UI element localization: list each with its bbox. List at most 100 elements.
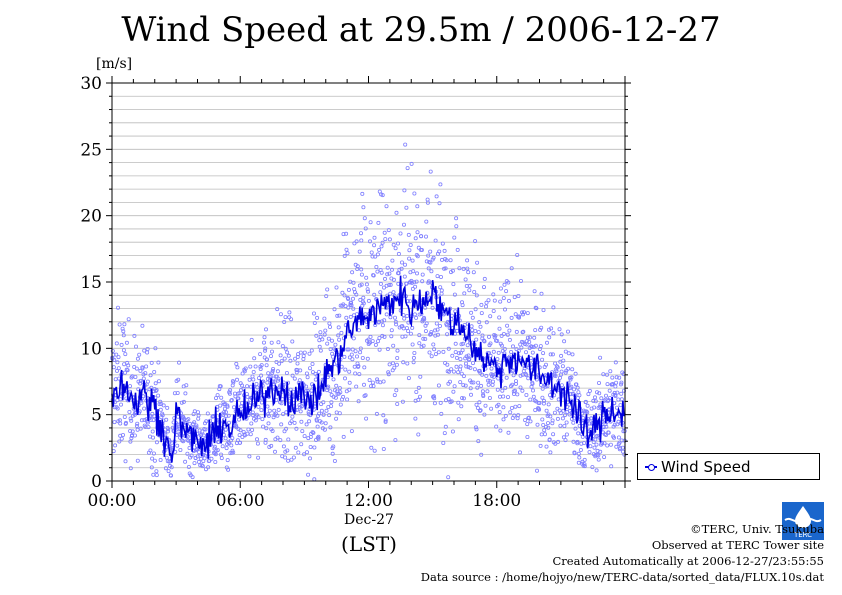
data-point [539, 291, 544, 296]
data-point [592, 405, 597, 410]
data-point [506, 280, 511, 285]
data-point [531, 388, 536, 393]
data-point [412, 191, 417, 196]
data-point [395, 355, 400, 360]
data-point [479, 452, 484, 457]
data-point [497, 410, 502, 415]
data-point [281, 412, 286, 417]
data-point [473, 328, 478, 333]
data-point [329, 338, 334, 343]
data-point [488, 314, 493, 319]
data-point [429, 269, 434, 274]
data-point [335, 313, 340, 318]
data-point [235, 365, 240, 370]
data-point [395, 401, 400, 406]
data-point [436, 383, 441, 388]
data-point [496, 350, 501, 355]
data-point [564, 432, 569, 437]
data-point [515, 252, 520, 257]
data-point [423, 329, 428, 334]
data-point [492, 298, 497, 303]
data-point [270, 428, 275, 433]
data-point [275, 435, 280, 440]
data-point [278, 438, 283, 443]
data-point [114, 341, 119, 346]
data-point [298, 409, 303, 414]
data-point [334, 416, 339, 421]
data-point [152, 458, 157, 463]
data-point [254, 381, 259, 386]
data-point [450, 429, 455, 434]
data-point [556, 439, 561, 444]
data-point [360, 355, 365, 360]
data-point [385, 265, 390, 270]
data-point [563, 349, 568, 354]
data-point [371, 273, 376, 278]
data-point [390, 258, 395, 263]
data-point [474, 293, 479, 298]
data-point [522, 310, 527, 315]
data-point [231, 405, 236, 410]
data-point [521, 329, 526, 334]
data-point [501, 394, 506, 399]
data-point [192, 420, 197, 425]
data-point [413, 284, 418, 289]
data-point [613, 360, 618, 365]
data-point [495, 387, 500, 392]
data-point [510, 382, 515, 387]
data-point [206, 465, 211, 470]
data-point [315, 424, 320, 429]
data-point [504, 289, 509, 294]
data-point [582, 464, 587, 469]
data-point [544, 444, 549, 449]
data-point [498, 299, 503, 304]
data-point [594, 442, 599, 447]
data-point [146, 425, 151, 430]
data-point [476, 380, 481, 385]
data-point [459, 404, 464, 409]
data-point [455, 328, 460, 333]
data-point [359, 238, 364, 243]
data-point [139, 400, 144, 405]
data-point [493, 333, 498, 338]
data-point [461, 266, 466, 271]
data-point [445, 332, 450, 337]
data-point [426, 279, 431, 284]
data-point [552, 410, 557, 415]
data-point [553, 373, 558, 378]
data-point [269, 443, 274, 448]
data-point [464, 364, 469, 369]
data-point [166, 469, 171, 474]
data-point [467, 283, 472, 288]
data-point [582, 457, 587, 462]
data-point [551, 305, 556, 310]
data-point [219, 456, 224, 461]
data-point [279, 422, 284, 427]
data-point [179, 400, 184, 405]
data-point [619, 382, 624, 387]
data-point [343, 367, 348, 372]
data-point [291, 455, 296, 460]
data-point [601, 372, 606, 377]
data-point [259, 408, 264, 413]
data-point [336, 333, 341, 338]
data-point [614, 375, 619, 380]
data-point [284, 370, 289, 375]
data-point [183, 459, 188, 464]
legend-entry-wind-speed: Wind Speed [661, 457, 751, 476]
data-point [138, 381, 143, 386]
data-point [282, 319, 287, 324]
data-point [559, 383, 564, 388]
data-point [402, 274, 407, 279]
data-point [357, 372, 362, 377]
terc-logo: TERC [782, 502, 824, 540]
data-point [560, 416, 565, 421]
data-point [484, 320, 489, 325]
data-point [385, 272, 390, 277]
data-point [458, 380, 463, 385]
data-point [462, 322, 467, 327]
data-point [268, 374, 273, 379]
data-point [617, 375, 622, 380]
data-point [528, 419, 533, 424]
data-point [540, 417, 545, 422]
